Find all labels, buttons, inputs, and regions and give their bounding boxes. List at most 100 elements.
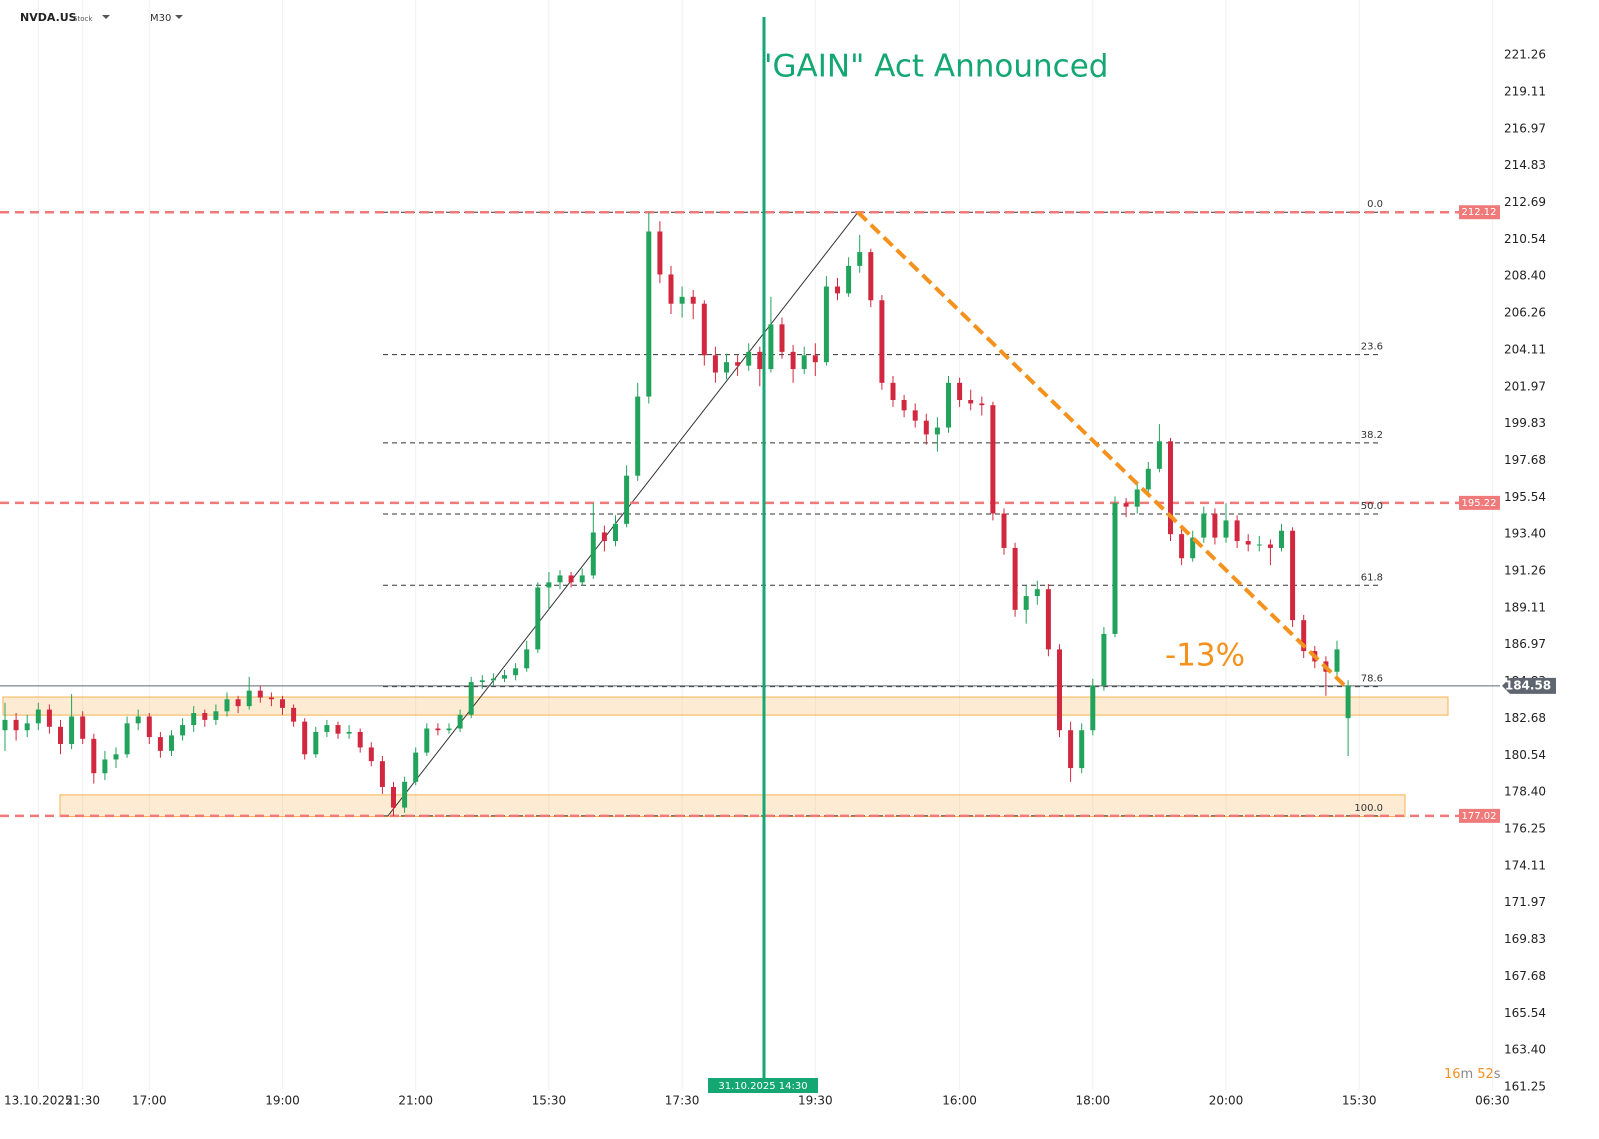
candle-body	[1223, 520, 1229, 538]
candle-body	[1334, 649, 1340, 672]
y-tick-label: 210.54	[1504, 232, 1546, 246]
candle-body	[668, 274, 674, 304]
zone	[59, 794, 1406, 818]
candle-body	[379, 761, 385, 787]
y-tick-label: 208.40	[1504, 269, 1546, 283]
candle-body	[302, 721, 308, 755]
candle-body	[335, 725, 341, 734]
x-tick-label: 06:30	[1475, 1094, 1510, 1108]
y-tick-label: 161.25	[1504, 1080, 1546, 1094]
y-tick-label: 169.83	[1504, 932, 1546, 946]
candle-body	[502, 675, 507, 679]
candle-body	[124, 723, 130, 755]
candle-body	[1156, 441, 1162, 469]
y-tick-label: 216.97	[1504, 121, 1546, 135]
candle-body	[1112, 503, 1118, 634]
candle-body	[524, 649, 530, 669]
countdown-seconds: 52	[1477, 1067, 1494, 1082]
fib-label: 38.2	[1361, 430, 1383, 441]
candle-body	[246, 690, 252, 707]
candle-body	[457, 714, 463, 729]
candle-body	[546, 582, 552, 588]
candle-body	[191, 713, 197, 726]
fib-trend	[387, 211, 859, 817]
decline-line	[856, 210, 1347, 688]
dropdown-arrow[interactable]	[175, 15, 183, 19]
candle-body	[1090, 685, 1096, 731]
fib-label: 61.8	[1361, 572, 1383, 583]
candle-body	[690, 296, 696, 304]
candle-body	[13, 719, 19, 731]
candle-body	[979, 403, 985, 406]
y-tick-label: 197.68	[1504, 453, 1546, 467]
candle-body	[724, 362, 729, 373]
countdown-unit: s	[1494, 1067, 1501, 1082]
y-tick-label: 204.11	[1504, 342, 1546, 356]
level-tag	[1459, 495, 1500, 510]
candle-body	[435, 728, 441, 731]
candle-body	[280, 699, 285, 708]
candle-body	[1245, 541, 1251, 545]
candle-body	[857, 252, 863, 266]
last-price-label: 184.58	[1505, 678, 1551, 692]
symbol[interactable]: NVDA.US	[20, 11, 77, 24]
candle-body	[113, 754, 119, 760]
candle-body	[812, 355, 818, 363]
level-label: 212.12	[1462, 207, 1497, 218]
candle-body	[1045, 589, 1051, 650]
candle-body	[1212, 513, 1218, 538]
y-tick-label: 182.68	[1504, 711, 1546, 725]
candle-body	[391, 786, 396, 808]
candle-body	[413, 752, 419, 782]
candle-body	[701, 303, 707, 356]
candle-body	[1023, 596, 1029, 610]
y-tick-label: 186.97	[1504, 637, 1546, 651]
candle-body	[846, 265, 852, 294]
candle-body	[235, 699, 241, 707]
candle-body	[224, 699, 230, 712]
y-tick-label: 163.40	[1504, 1043, 1546, 1057]
candle-body	[468, 682, 474, 715]
y-tick-label: 195.54	[1504, 490, 1546, 504]
y-tick-label: 219.11	[1504, 85, 1546, 99]
candle-body	[1301, 620, 1307, 652]
y-tick-label: 189.11	[1504, 600, 1546, 614]
event-date-box	[708, 1078, 818, 1093]
decline-label: -13%	[1165, 638, 1245, 674]
x-tick-label: 16:00	[942, 1094, 977, 1108]
candle-body	[1256, 544, 1262, 546]
candle-body	[657, 231, 663, 275]
candle-body	[46, 709, 52, 727]
candle-body	[479, 680, 485, 683]
candle-body	[590, 532, 596, 576]
y-tick-label: 174.11	[1504, 858, 1546, 872]
candle-body	[1012, 547, 1018, 610]
y-tick-label: 180.54	[1504, 748, 1546, 762]
candle-body	[568, 575, 574, 583]
y-tick-label: 193.40	[1504, 527, 1546, 541]
candle-body	[35, 709, 41, 724]
y-tick-label: 199.83	[1504, 416, 1546, 430]
candle-body	[901, 400, 907, 411]
candle-body	[213, 711, 219, 720]
candle-body	[1234, 520, 1240, 542]
x-tick-label: 17:30	[665, 1094, 700, 1108]
candle-body	[835, 286, 840, 294]
timeframe[interactable]: M30	[150, 13, 171, 24]
candle-body	[946, 382, 951, 428]
y-tick-label: 171.97	[1504, 895, 1546, 909]
candle-body	[646, 231, 652, 397]
x-tick-label: 13.10.2025	[4, 1094, 73, 1108]
level-label: 195.22	[1462, 498, 1497, 509]
candle-body	[1290, 530, 1296, 621]
fib-label: 50.0	[1361, 501, 1383, 512]
y-tick-label: 201.97	[1504, 379, 1546, 393]
candle-body	[768, 324, 774, 370]
candle-body	[257, 690, 263, 698]
y-tick-label: 206.26	[1504, 306, 1546, 320]
candle-body	[1201, 513, 1207, 538]
candle-body	[1101, 633, 1107, 686]
dropdown-arrow[interactable]	[102, 15, 110, 19]
